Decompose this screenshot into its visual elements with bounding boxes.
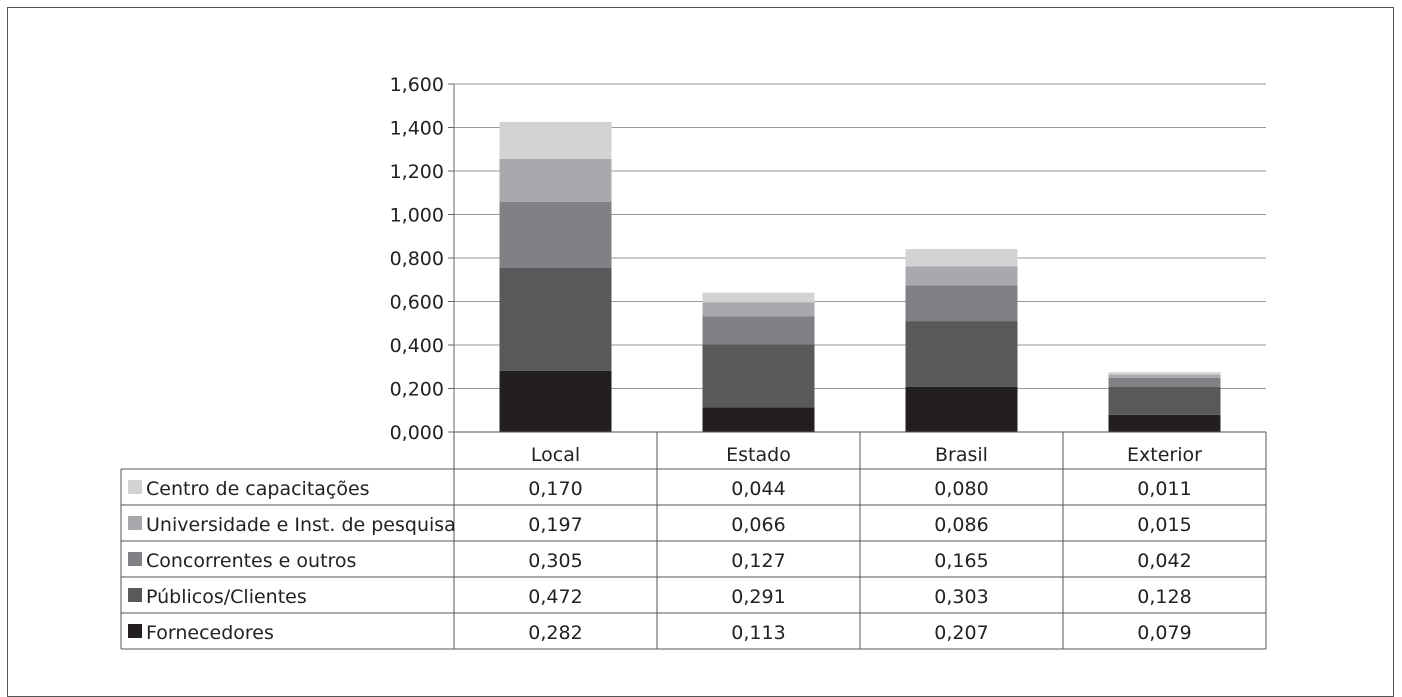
value-concorrentes-e-outros-local: 0,305 <box>528 550 582 572</box>
y-tick-label-4: 0,800 <box>390 248 444 270</box>
x-category-brasil: Brasil <box>935 444 988 466</box>
value-centro-de-capacitacoes-estado: 0,044 <box>731 478 785 500</box>
legend-label-publicos-clientes: Públicos/Clientes <box>146 586 307 608</box>
value-concorrentes-e-outros-exterior: 0,042 <box>1137 550 1191 572</box>
y-tick-label-3: 0,600 <box>390 292 444 314</box>
legend-label-concorrentes-e-outros: Concorrentes e outros <box>146 550 356 572</box>
y-tick-label-2: 0,400 <box>390 335 444 357</box>
legend-swatch-publicos-clientes <box>128 588 142 602</box>
x-category-estado: Estado <box>726 444 791 466</box>
value-concorrentes-e-outros-brasil: 0,165 <box>934 550 988 572</box>
x-category-local: Local <box>531 444 580 466</box>
value-universidade-e-inst-de-pesquisa-exterior: 0,015 <box>1137 514 1191 536</box>
bar-local-fornecedores <box>499 370 612 432</box>
bar-brasil-universidade-e-inst-de-pesquisa <box>905 266 1018 286</box>
bar-exterior-concorrentes-e-outros <box>1108 377 1221 387</box>
value-fornecedores-estado: 0,113 <box>731 622 785 644</box>
y-tick-label-0: 0,000 <box>390 422 444 444</box>
bar-exterior-publicos-clientes <box>1108 386 1221 415</box>
bar-estado-centro-de-capacitacoes <box>702 292 815 303</box>
y-axis: 0,000 0,200 0,400 0,600 0,800 1,000 1,200 1,400… <box>390 74 455 444</box>
value-fornecedores-exterior: 0,079 <box>1137 622 1191 644</box>
legend-swatch-fornecedores <box>128 624 142 638</box>
bar-estado-concorrentes-e-outros <box>702 316 815 345</box>
value-fornecedores-local: 0,282 <box>528 622 582 644</box>
bar-local-centro-de-capacitacoes <box>499 121 612 159</box>
value-fornecedores-brasil: 0,207 <box>934 622 988 644</box>
y-tick-label-5: 1,000 <box>390 205 444 227</box>
value-publicos-clientes-local: 0,472 <box>528 586 582 608</box>
bar-brasil-concorrentes-e-outros <box>905 285 1018 322</box>
value-universidade-e-inst-de-pesquisa-estado: 0,066 <box>731 514 785 536</box>
bar-local-publicos-clientes <box>499 268 612 371</box>
value-centro-de-capacitacoes-brasil: 0,080 <box>934 478 988 500</box>
bar-exterior-universidade-e-inst-de-pesquisa <box>1108 374 1221 378</box>
data-table: Local Estado Brasil Exterior Centro de capac… <box>120 431 1267 650</box>
value-universidade-e-inst-de-pesquisa-brasil: 0,086 <box>934 514 988 536</box>
y-tick-label-7: 1,400 <box>390 118 444 140</box>
bar-estado-fornecedores <box>702 407 815 432</box>
legend-swatch-concorrentes-e-outros <box>128 552 142 566</box>
y-tick-label-6: 1,200 <box>390 161 444 183</box>
value-publicos-clientes-estado: 0,291 <box>731 586 785 608</box>
bar-brasil-publicos-clientes <box>905 321 1018 387</box>
bar-brasil-fornecedores <box>905 386 1018 432</box>
bar-exterior-fornecedores <box>1108 414 1221 432</box>
bar-local-concorrentes-e-outros <box>499 201 612 269</box>
value-centro-de-capacitacoes-exterior: 0,011 <box>1137 478 1191 500</box>
bars <box>499 121 1221 432</box>
legend-swatch-centro-de-capacitacoes <box>128 480 142 494</box>
value-concorrentes-e-outros-estado: 0,127 <box>731 550 785 572</box>
legend-label-universidade-e-inst-de-pesquisa: Universidade e Inst. de pesquisa <box>146 514 456 536</box>
legend-swatch-universidade-e-inst-de-pesquisa <box>128 516 142 530</box>
bar-local-universidade-e-inst-de-pesquisa <box>499 158 612 202</box>
value-universidade-e-inst-de-pesquisa-local: 0,197 <box>528 514 582 536</box>
value-publicos-clientes-exterior: 0,128 <box>1137 586 1191 608</box>
value-publicos-clientes-brasil: 0,303 <box>934 586 988 608</box>
y-tick-label-1: 0,200 <box>390 379 444 401</box>
bar-exterior-centro-de-capacitacoes <box>1108 372 1221 375</box>
value-centro-de-capacitacoes-local: 0,170 <box>528 478 582 500</box>
bar-estado-universidade-e-inst-de-pesquisa <box>702 302 815 317</box>
legend-label-fornecedores: Fornecedores <box>146 622 274 644</box>
y-tick-label-8: 1,600 <box>390 74 444 96</box>
x-category-exterior: Exterior <box>1127 444 1202 466</box>
bar-estado-publicos-clientes <box>702 344 815 408</box>
bar-brasil-centro-de-capacitacoes <box>905 249 1018 267</box>
legend-label-centro-de-capacitacoes: Centro de capacitações <box>146 478 370 500</box>
